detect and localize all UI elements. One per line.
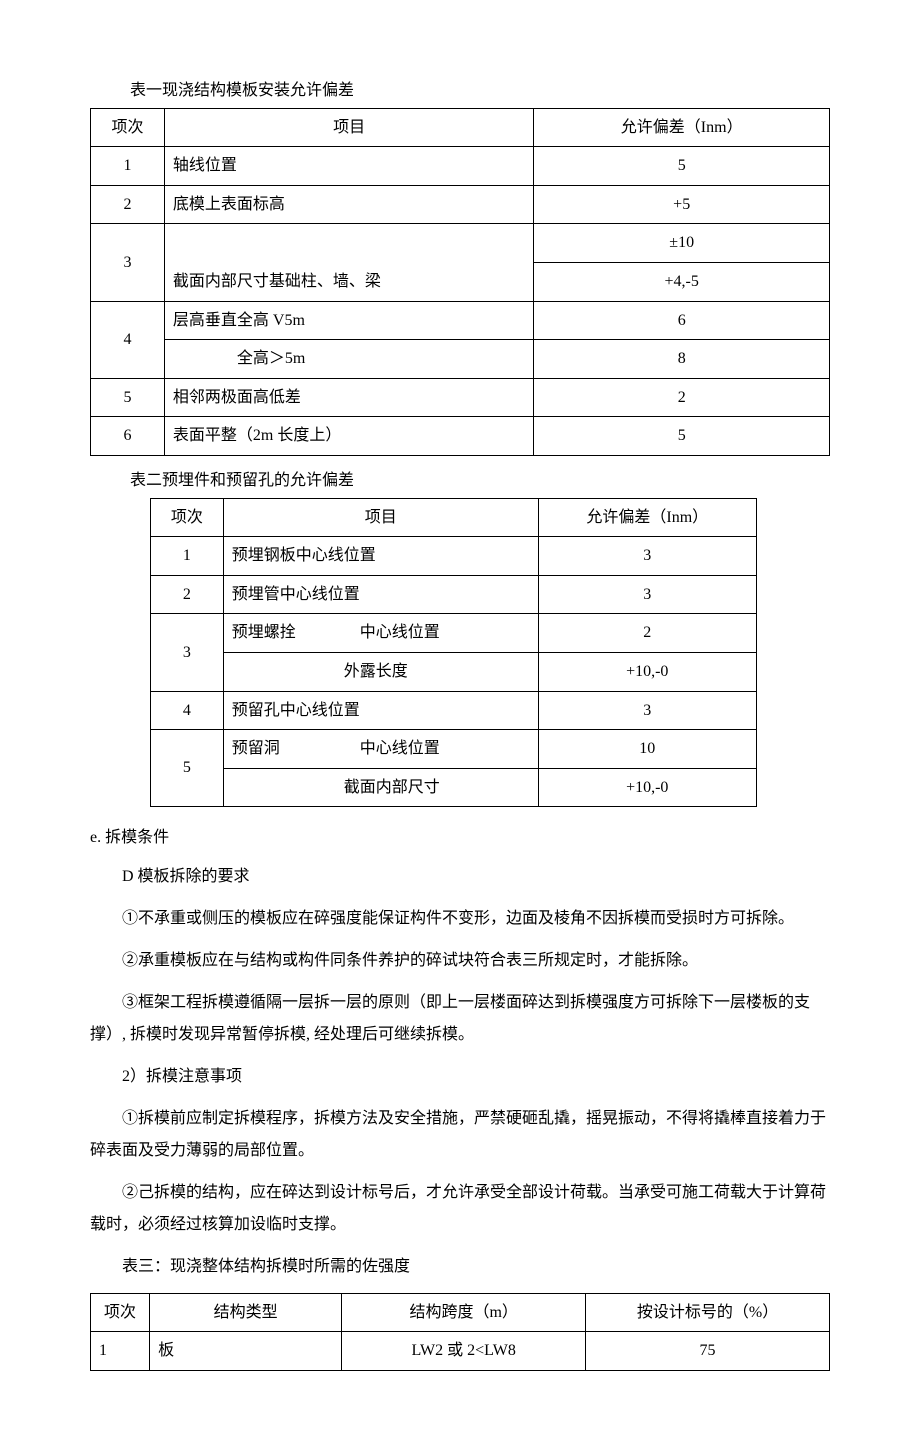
table1: 项次 项目 允许偏差（Inm） 1 轴线位置 5 2 底模上表面标高 +5 3 … [90, 108, 830, 456]
table-row: 截面内部尺寸 +10,-0 [151, 768, 757, 807]
cell-item: 预埋钢板中心线位置 [223, 537, 538, 576]
table2: 项次 项目 允许偏差（Inm） 1 预埋钢板中心线位置 3 2 预埋管中心线位置… [150, 498, 757, 808]
table-row: 3 预埋螺拴 中心线位置 2 [151, 614, 757, 653]
cell-index: 6 [91, 417, 165, 456]
th-index: 项次 [91, 108, 165, 147]
cell-item-a: 层高垂直全高 V5m [164, 301, 534, 340]
cell-item-b: 截面内部尺寸 [223, 768, 538, 807]
cell-item: 表面平整（2m 长度上） [164, 417, 534, 456]
para-3: ③框架工程拆模遵循隔一层拆一层的原则（即上一层楼面碎达到拆模强度方可拆除下一层楼… [90, 987, 830, 1051]
th-index: 项次 [91, 1293, 150, 1332]
cell-index: 2 [91, 185, 165, 224]
cell-percent: 75 [586, 1332, 830, 1371]
table1-title: 表一现浇结构模板安装允许偏差 [130, 78, 830, 104]
table-header-row: 项次 项目 允许偏差（Inm） [151, 498, 757, 537]
cell-item: 截面内部尺寸基础柱、墙、梁 [164, 224, 534, 301]
table-row: 6 表面平整（2m 长度上） 5 [91, 417, 830, 456]
cell-item-b: 外露长度 [223, 652, 538, 691]
th-index: 项次 [151, 498, 224, 537]
cell-index: 3 [91, 224, 165, 301]
cell-index: 1 [91, 1332, 150, 1371]
table-row: 5 预留洞 中心线位置 10 [151, 730, 757, 769]
th-percent: 按设计标号的（%） [586, 1293, 830, 1332]
table-row: 1 板 LW2 或 2<LW8 75 [91, 1332, 830, 1371]
table-row: 1 轴线位置 5 [91, 147, 830, 186]
table3: 项次 结构类型 结构跨度（m） 按设计标号的（%） 1 板 LW2 或 2<LW… [90, 1293, 830, 1371]
cell-item-a: 预埋螺拴 中心线位置 [223, 614, 538, 653]
th-type: 结构类型 [150, 1293, 342, 1332]
table-row: 4 预留孔中心线位置 3 [151, 691, 757, 730]
cell-value-a: 2 [538, 614, 756, 653]
cell-index: 1 [151, 537, 224, 576]
para-2: ②承重模板应在与结构或构件同条件养护的碎试块符合表三所规定时，才能拆除。 [90, 945, 830, 977]
cell-value-a: 6 [534, 301, 830, 340]
table-row: 5 相邻两极面高低差 2 [91, 378, 830, 417]
table-row: 1 预埋钢板中心线位置 3 [151, 537, 757, 576]
section-e-label: e. 拆模条件 [90, 825, 830, 851]
para-section-2: 2）拆模注意事项 [90, 1061, 830, 1093]
para-d-heading: D 模板拆除的要求 [90, 861, 830, 893]
table-row: 2 预埋管中心线位置 3 [151, 575, 757, 614]
para-1: ①不承重或侧压的模板应在碎强度能保证构件不变形，边面及棱角不因拆模而受损时方可拆… [90, 903, 830, 935]
cell-item: 预埋管中心线位置 [223, 575, 538, 614]
table-row: 全高＞5m 8 [91, 340, 830, 379]
cell-index: 4 [91, 301, 165, 378]
cell-value: 2 [534, 378, 830, 417]
table-row: 2 底模上表面标高 +5 [91, 185, 830, 224]
cell-value-b: +10,-0 [538, 768, 756, 807]
table3-title: 表三：现浇整体结构拆模时所需的佐强度 [90, 1251, 830, 1283]
para-5: ②己拆模的结构，应在碎达到设计标号后，才允许承受全部设计荷载。当承受可施工荷载大… [90, 1177, 830, 1241]
cell-index: 5 [91, 378, 165, 417]
cell-index: 2 [151, 575, 224, 614]
cell-index: 1 [91, 147, 165, 186]
cell-value: 3 [538, 537, 756, 576]
th-item: 项目 [223, 498, 538, 537]
cell-item-a: 预留洞 中心线位置 [223, 730, 538, 769]
cell-value-b: 8 [534, 340, 830, 379]
cell-value-a: ±10 [534, 224, 830, 263]
cell-value: 5 [534, 417, 830, 456]
cell-index: 4 [151, 691, 224, 730]
th-span: 结构跨度（m） [342, 1293, 586, 1332]
table-row: 4 层高垂直全高 V5m 6 [91, 301, 830, 340]
cell-index: 3 [151, 614, 224, 691]
cell-item: 底模上表面标高 [164, 185, 534, 224]
cell-item: 预留孔中心线位置 [223, 691, 538, 730]
th-tolerance: 允许偏差（Inm） [538, 498, 756, 537]
cell-value: 3 [538, 691, 756, 730]
cell-value-a: 10 [538, 730, 756, 769]
cell-item: 相邻两极面高低差 [164, 378, 534, 417]
table-row: 外露长度 +10,-0 [151, 652, 757, 691]
th-item: 项目 [164, 108, 534, 147]
table2-title: 表二预埋件和预留孔的允许偏差 [130, 468, 830, 494]
table-header-row: 项次 项目 允许偏差（Inm） [91, 108, 830, 147]
cell-value-b: +4,-5 [534, 262, 830, 301]
cell-value: +5 [534, 185, 830, 224]
cell-type: 板 [150, 1332, 342, 1371]
table-row: 3 截面内部尺寸基础柱、墙、梁 ±10 [91, 224, 830, 263]
th-tolerance: 允许偏差（Inm） [534, 108, 830, 147]
cell-value-b: +10,-0 [538, 652, 756, 691]
cell-span: LW2 或 2<LW8 [342, 1332, 586, 1371]
cell-index: 5 [151, 730, 224, 807]
table-header-row: 项次 结构类型 结构跨度（m） 按设计标号的（%） [91, 1293, 830, 1332]
para-4: ①拆模前应制定拆模程序，拆模方法及安全措施，严禁硬砸乱撬，摇晃振动，不得将撬棒直… [90, 1103, 830, 1167]
cell-value: 3 [538, 575, 756, 614]
cell-item: 轴线位置 [164, 147, 534, 186]
cell-value: 5 [534, 147, 830, 186]
cell-item-b: 全高＞5m [164, 340, 534, 379]
